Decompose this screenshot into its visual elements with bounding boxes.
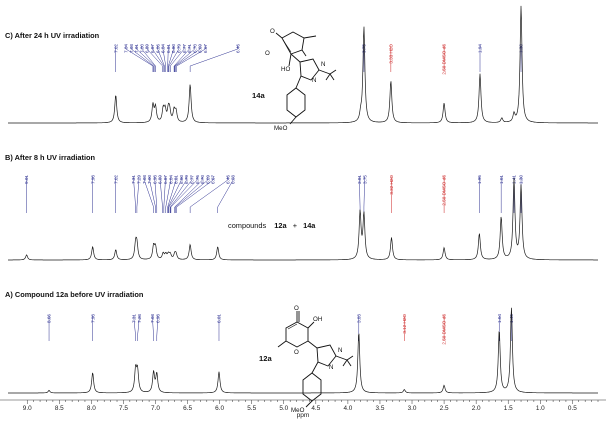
peak-label-fan-B-21 (359, 179, 361, 208)
peak-label-fan-A-2 (133, 318, 136, 337)
peak-label-fan-C-13 (173, 48, 190, 67)
peak-label-fan-B-10 (165, 179, 171, 208)
peak-label-fan-B-13 (168, 179, 187, 208)
x-tick-label-2: 8.0 (87, 405, 96, 412)
structure-14a (275, 31, 337, 125)
atom-o-top-14a: O (270, 28, 275, 35)
x-tick-label-5: 6.5 (183, 405, 192, 412)
peak-label-fan-C-11 (168, 48, 180, 67)
peak-label-fan-B-11 (167, 179, 177, 208)
x-tick-label-14: 2.0 (472, 405, 481, 412)
spectrum-b (8, 178, 598, 261)
peak-label-fan-B-16 (174, 179, 203, 208)
peak-label-fan-C-8 (162, 48, 167, 67)
compound-14a-inline: 14a (303, 221, 316, 230)
peak-label-fan-B-7 (154, 179, 158, 208)
peak-label-fan-C-9 (167, 48, 169, 67)
panel-title-b: B) After 8 h UV irradiation (5, 153, 96, 162)
peak-labels-b: 9.017.987.627.317.297.037.006.986.896.87… (24, 175, 524, 213)
atom-ho-14a: HO (281, 66, 290, 73)
peak-label-fan-C-6 (152, 48, 165, 67)
peak-labels-a: 8.667.987.317.287.036.986.013.833.12 H2O… (47, 314, 514, 345)
peak-label-fan-A-5 (156, 318, 159, 337)
x-axis-title: ppm (297, 412, 310, 419)
peak-label-fan-B-17 (175, 179, 208, 208)
peak-label-fan-C-10 (168, 48, 174, 67)
peak-label-fan-C-2 (130, 48, 154, 67)
plus-sign: + (293, 221, 297, 230)
spectrum-trace (8, 178, 598, 261)
peak-label-fan-A-3 (137, 318, 140, 337)
peak-label-fan-B-20 (217, 179, 234, 208)
peak-label-fan-A-4 (152, 318, 154, 337)
atom-n-14a: N (321, 61, 325, 68)
x-tick-label-11: 3.5 (376, 405, 385, 412)
peak-label-fan-B-15 (170, 179, 198, 208)
panel-title-c: C) After 24 h UV irradiation (5, 31, 100, 40)
compound-12a-inline: 12a (274, 221, 287, 230)
peak-label-fan-B-6 (149, 179, 156, 208)
atom-o-left-14a: O (265, 50, 270, 57)
peak-label-fan-C-12 (170, 48, 185, 67)
atom-meo-12a: MeO (291, 407, 305, 414)
peak-label-fan-B-8 (159, 179, 163, 208)
panel-title-a: A) Compound 12a before UV irradiation (5, 290, 144, 299)
spectrum-trace (8, 5, 598, 124)
peak-label-fan-C-17 (190, 48, 238, 67)
compounds-text: compounds 12a + 14a (228, 221, 316, 230)
peak-label-fan-B-12 (168, 179, 182, 208)
peak-label-fan-B-4 (136, 179, 140, 208)
x-tick-label-9: 4.5 (311, 405, 320, 412)
peak-label-fan-C-15 (175, 48, 201, 67)
x-tick-label-3: 7.5 (119, 405, 128, 412)
atom-meo-14a: MeO (274, 125, 288, 132)
peak-label-fan-C-5 (146, 48, 163, 67)
peak-label-fan-B-14 (170, 179, 193, 208)
atom-oh-12a: OH (313, 316, 322, 323)
x-tick-label-7: 5.5 (247, 405, 256, 412)
x-tick-label-16: 1.0 (536, 405, 545, 412)
structure-12a (277, 311, 354, 408)
peak-label-fan-C-7 (157, 48, 165, 67)
x-tick-label-6: 6.0 (215, 405, 224, 412)
x-tick-label-4: 7.0 (151, 405, 160, 412)
x-tick-label-15: 1.5 (504, 405, 513, 412)
atom-o-top-12a: O (294, 305, 299, 312)
x-tick-label-0: 9.0 (23, 405, 32, 412)
peak-label-fan-C-16 (176, 48, 206, 67)
peak-label-fan-B-9 (163, 179, 166, 208)
peak-label-fan-C-1 (125, 48, 154, 67)
x-tick-label-10: 4.0 (343, 405, 352, 412)
x-tick-label-8: 5.0 (279, 405, 288, 412)
x-tick-label-17: 0.5 (568, 405, 577, 412)
x-axis-ticks: 9.0 8.5 8.0 7.5 7.0 6.5 6.0 5.5 5.0 4.5 4.0 3.5 3.0 2… (23, 400, 599, 412)
peak-labels-c: 7.627.047.037.017.006.896.876.866.846.81… (113, 44, 523, 75)
peak-label-fan-B-22 (363, 179, 365, 208)
compound-label-14a: 14a (252, 91, 265, 100)
peak-label-fan-B-19 (189, 179, 228, 208)
peak-label-fan-C-3 (136, 48, 156, 67)
atom-n2-14a: N (312, 77, 316, 84)
peak-label-fan-B-3 (133, 179, 136, 208)
peak-label-fan-B-18 (176, 179, 214, 208)
peak-label-fan-B-5 (143, 179, 154, 208)
x-tick-label-13: 2.5 (440, 405, 449, 412)
atom-n2-12a: N (329, 364, 333, 371)
x-tick-label-1: 8.5 (55, 405, 64, 412)
spectrum-c (8, 5, 598, 124)
compounds-word: compounds (228, 221, 267, 230)
atom-n-12a: N (338, 347, 342, 354)
atom-o-ring-12a: O (294, 349, 299, 356)
peak-label-fan-C-4 (141, 48, 156, 67)
x-tick-label-12: 3.0 (408, 405, 417, 412)
peak-label-fan-C-14 (174, 48, 195, 67)
compound-label-12a: 12a (259, 354, 272, 363)
